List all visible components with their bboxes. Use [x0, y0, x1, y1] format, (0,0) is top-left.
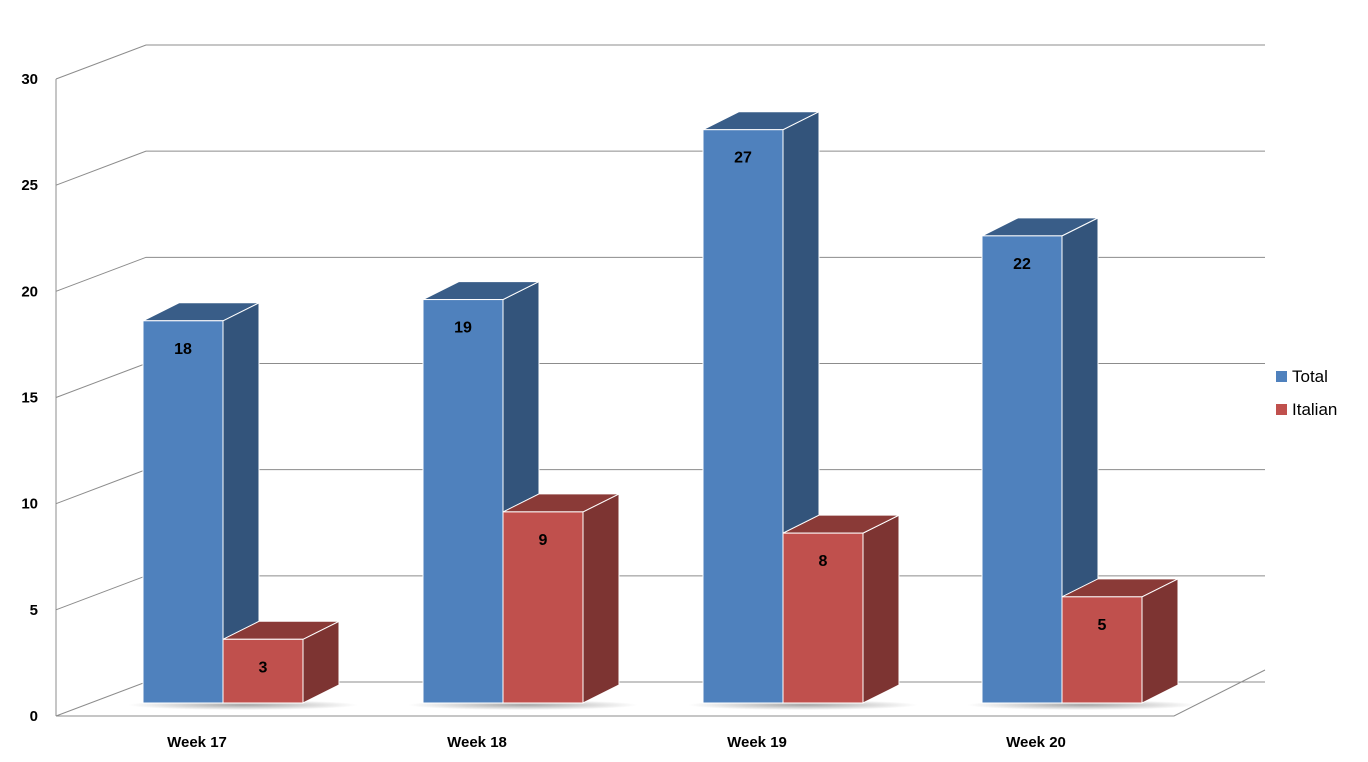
x-category-label: Week 18: [447, 734, 507, 751]
bar-side-face: [1141, 578, 1179, 704]
bar-italian-week-18: 9: [502, 493, 620, 704]
x-category-label: Week 20: [1006, 734, 1066, 751]
legend-label-italian: Italian: [1292, 400, 1337, 419]
data-label: 3: [259, 659, 268, 676]
y-tick-label: 30: [21, 71, 38, 88]
y-tick-label: 25: [21, 177, 38, 194]
bar-front-face: [782, 532, 864, 704]
bar-italian-week-20: 5: [1061, 578, 1179, 704]
data-label: 22: [1013, 256, 1031, 273]
data-label: 19: [454, 320, 472, 337]
legend-label-total: Total: [1292, 367, 1328, 386]
data-label: 8: [819, 553, 828, 570]
bar-total-week-20: 22: [981, 217, 1099, 704]
data-label: 27: [734, 150, 752, 167]
y-tick-label: 15: [21, 390, 38, 407]
x-category-label: Week 19: [727, 734, 787, 751]
bar-front-face: [142, 320, 224, 704]
y-tick-label: 10: [21, 496, 38, 513]
bar-front-face: [1061, 596, 1143, 704]
gridline: [55, 44, 1265, 80]
floor-edge: [56, 669, 1266, 717]
bar-front-face: [981, 235, 1063, 704]
bar-side-face: [862, 514, 900, 704]
x-category-label: Week 17: [167, 734, 227, 751]
y-tick-label: 5: [30, 602, 38, 619]
legend-swatch-total: [1276, 371, 1287, 382]
bar-front-face: [222, 638, 304, 704]
data-label: 18: [174, 341, 192, 358]
x-axis-labels: Week 17 Week 18 Week 19 Week 20: [167, 734, 1066, 751]
gridline: [55, 256, 1265, 292]
bar-total-week-17: 18: [142, 301, 260, 704]
bar-front-face: [502, 511, 584, 704]
bar-front-face: [422, 299, 504, 704]
y-axis-ticks: 0 5 10 15 20 25 30: [21, 71, 38, 725]
gridline: [55, 150, 1265, 186]
bar-italian-week-19: 8: [782, 514, 900, 704]
bar-total-week-19: 27: [702, 110, 820, 704]
bar-side-face: [582, 493, 620, 704]
legend-swatch-italian: [1276, 404, 1287, 415]
y-tick-label: 0: [30, 708, 38, 725]
bar-italian-week-17: 3: [222, 620, 340, 704]
legend: Total Italian: [1276, 367, 1337, 419]
bars: 18 3 19 9 27 8 22 5: [128, 110, 1197, 710]
data-label: 5: [1098, 617, 1107, 634]
bar-front-face: [702, 129, 784, 704]
y-tick-label: 20: [21, 283, 38, 300]
data-label: 9: [539, 532, 548, 549]
chart-walls: [55, 44, 1266, 717]
